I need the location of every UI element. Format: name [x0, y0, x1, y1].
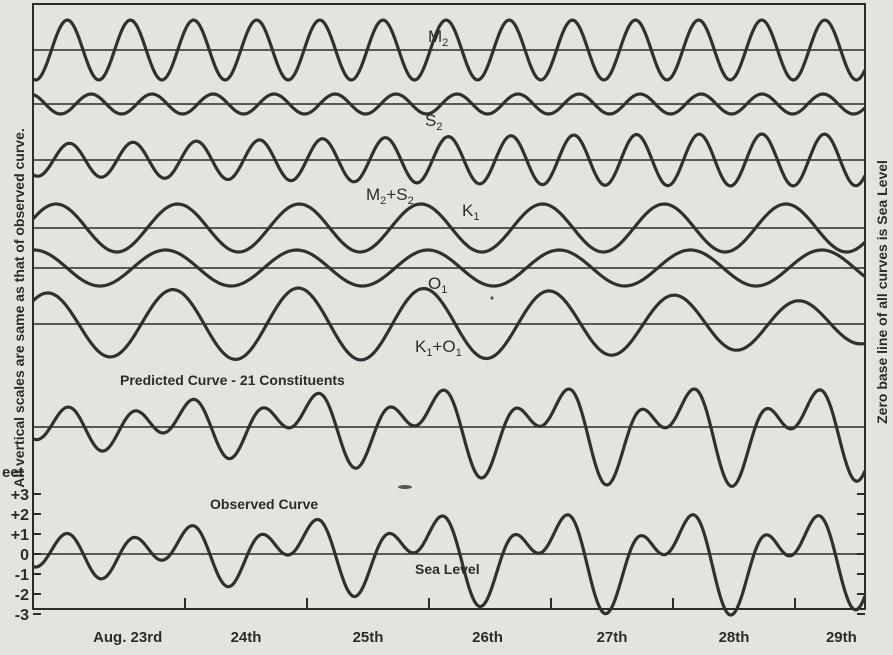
left-vertical-note: All vertical scales are same as that of … — [11, 128, 27, 488]
x-tick-label: Aug. 23rd — [93, 629, 162, 646]
x-tick-label: 29th — [826, 629, 857, 646]
speck-dot — [490, 296, 494, 300]
y-tick-label: -1 — [15, 567, 29, 584]
x-tick-label: 25th — [353, 629, 384, 646]
series-line-m2s2 — [32, 132, 867, 188]
y-tick-label: 0 — [20, 547, 29, 564]
series-line-o1 — [33, 248, 866, 288]
y-tick-label: -3 — [15, 607, 29, 624]
label-sea-level: Sea Level — [415, 561, 480, 577]
plot-frame — [32, 3, 866, 610]
speck-mark — [398, 485, 412, 489]
series-line-m2 — [32, 18, 867, 82]
x-tick-label: 24th — [231, 629, 262, 646]
label-k1-o1: K1+O1 — [415, 337, 462, 359]
label-m2: M2 — [428, 27, 448, 49]
y-ticks-group: +3 +2 +1 0 -1 -2 -3 — [11, 487, 865, 624]
curves-group — [31, 18, 867, 617]
series-line-k1o1 — [31, 286, 866, 362]
y-tick-label: +3 — [11, 487, 29, 504]
series-line-observed — [32, 513, 867, 617]
right-vertical-note: Zero base line of all curves is Sea Leve… — [874, 160, 890, 424]
label-m2-s2: M2+S2 — [366, 185, 414, 207]
series-line-s2 — [32, 92, 867, 116]
x-tick-label: 27th — [597, 629, 628, 646]
label-observed-curve: Observed Curve — [210, 496, 318, 512]
y-tick-label: +1 — [11, 527, 29, 544]
label-k1: K1 — [462, 201, 479, 223]
x-tick-label: 28th — [719, 629, 750, 646]
label-o1: O1 — [428, 274, 447, 296]
x-ticks-group: Aug. 23rd 24th 25th 26th 27th 28th 29th — [93, 598, 857, 646]
y-tick-label: -2 — [15, 587, 29, 604]
y-unit-label: eet — [2, 464, 24, 481]
label-s2: S2 — [425, 111, 442, 133]
y-tick-label: +2 — [11, 507, 29, 524]
label-predicted-curve: Predicted Curve - 21 Constituents — [120, 372, 345, 388]
series-line-k1 — [31, 202, 867, 254]
x-tick-label: 26th — [472, 629, 503, 646]
series-line-predicted — [32, 387, 867, 488]
